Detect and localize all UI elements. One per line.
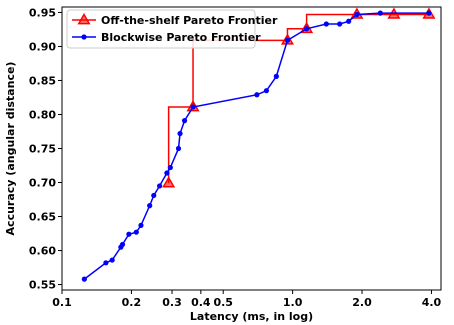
data-point [377,10,383,16]
data-point [157,183,163,189]
data-point [346,18,352,24]
x-tick-label: 0.4 [191,296,211,309]
legend-label: Blockwise Pareto Frontier [101,31,261,44]
data-point [181,118,188,124]
x-tick-label: 2.0 [352,296,372,309]
data-point [103,260,109,266]
data-point [126,231,132,237]
data-point [323,21,329,27]
data-point [138,222,144,228]
x-tick-label: 0.1 [52,296,72,309]
x-tick-label: 0.5 [213,296,233,309]
data-point [119,241,126,248]
x-axis-label: Latency (ms, in log) [190,310,313,323]
y-tick-label: 0.90 [29,40,56,53]
y-axis: 0.55 0.60 0.65 0.70 0.75 0.80 0.85 0.90 0.95 [29,6,62,292]
y-tick-label: 0.70 [29,177,56,190]
legend-box [66,9,256,49]
data-point [177,130,183,137]
data-point [263,88,270,94]
y-tick-label: 0.55 [29,279,56,292]
data-point [147,203,153,209]
data-point [133,229,139,235]
data-point [109,257,115,263]
data-point [190,104,196,110]
data-point [273,73,279,79]
data-point [151,192,157,199]
x-tick-label: 0.2 [122,296,142,309]
legend-marker [77,12,91,25]
x-axis: 0.1 0.2 0.3 0.4 0.5 1.0 2.0 4.0 [52,290,442,309]
x-tick-label: 1.0 [283,296,303,309]
data-point [175,145,182,152]
y-tick-label: 0.60 [29,245,56,258]
y-tick-label: 0.65 [29,211,56,224]
legend-item: Off-the-shelf Pareto Frontier [72,12,278,27]
data-point [162,176,176,188]
data-point [354,11,360,18]
series-blockwise [81,10,432,282]
y-tick-label: 0.75 [29,143,56,156]
x-tick-label: 4.0 [422,296,442,309]
series-line [83,12,429,280]
legend-label: Off-the-shelf Pareto Frontier [101,14,278,27]
y-tick-label: 0.85 [29,74,56,87]
series-layer [81,7,436,282]
y-axis-label: Accuracy (angular distance) [4,62,17,236]
x-tick-label: 0.3 [162,296,182,309]
data-point [164,170,170,176]
data-point [167,164,173,171]
legend-item: Blockwise Pareto Frontier [72,31,261,44]
data-point [81,276,87,282]
data-point [426,10,432,16]
data-point [337,21,343,27]
data-point [254,92,260,98]
legend-marker [81,34,87,40]
y-tick-label: 0.80 [29,108,56,121]
data-point [284,37,291,43]
y-tick-label: 0.95 [29,6,56,19]
legend: Off-the-shelf Pareto Frontier Blockwise P… [66,9,278,49]
data-point [304,26,310,32]
